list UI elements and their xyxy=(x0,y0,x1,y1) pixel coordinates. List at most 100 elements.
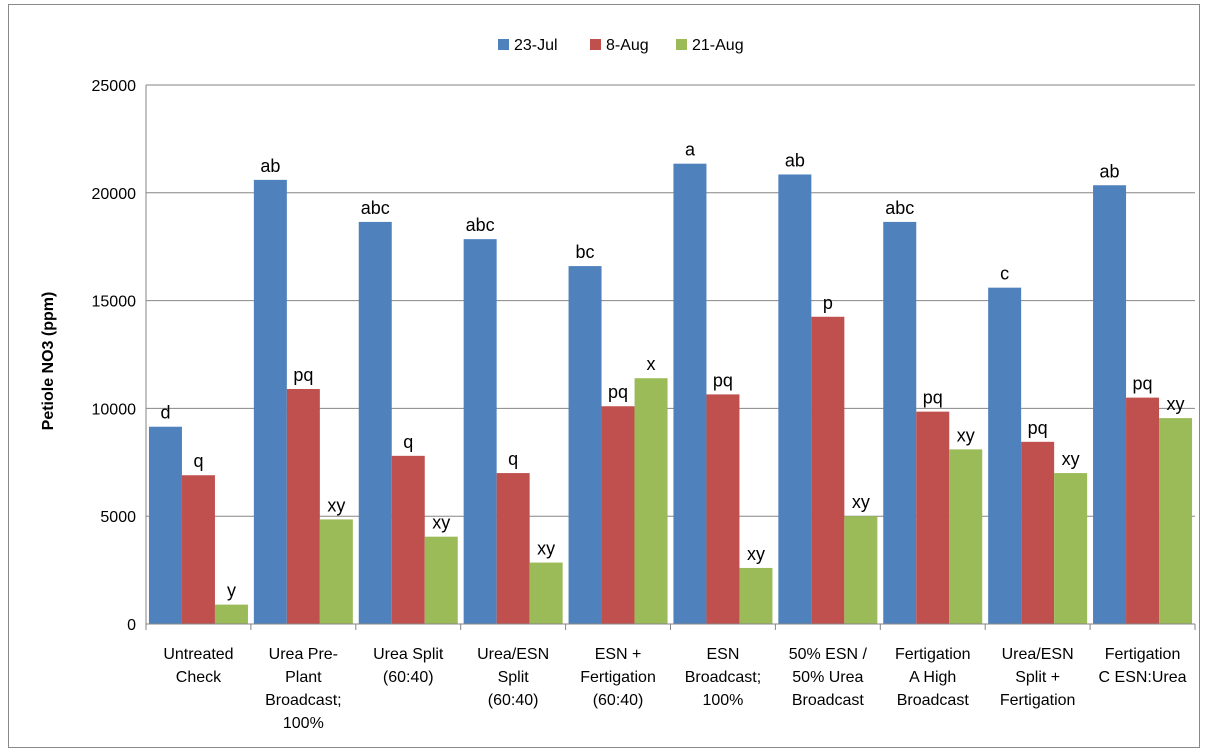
bars xyxy=(148,163,1193,625)
x-category-label: Plant xyxy=(285,669,322,686)
y-axis-title: Petiole NO3 (ppm) xyxy=(40,292,57,431)
bar-21-aug xyxy=(214,604,248,624)
data-label: pq xyxy=(1028,418,1048,438)
x-category-label: Urea Split xyxy=(373,646,444,663)
bar-23-jul xyxy=(463,239,497,625)
x-category-label: ESN xyxy=(706,646,739,663)
bar-8-aug xyxy=(181,475,215,624)
bar-21-aug xyxy=(424,536,458,624)
y-tick-label: 25000 xyxy=(92,78,137,95)
data-label: d xyxy=(160,403,170,423)
data-label: pq xyxy=(293,365,313,385)
x-category-label: Split + xyxy=(1015,669,1060,686)
chart-area: d q y ab pq xy abc q xy abc q xy bc pq x a pq xy ab p xy abc p… xyxy=(8,4,1200,748)
bar-23-jul xyxy=(988,287,1022,624)
bar-8-aug xyxy=(811,316,845,624)
x-category-label: (60:40) xyxy=(488,692,539,709)
x-category-label: Urea/ESN xyxy=(477,646,549,663)
data-label: abc xyxy=(361,198,390,218)
x-category-label: Fertigation xyxy=(580,669,656,686)
legend-label: 8-Aug xyxy=(606,37,649,54)
bar-8-aug xyxy=(1126,397,1160,624)
bar-23-jul xyxy=(883,221,917,624)
bar-8-aug xyxy=(916,411,950,624)
data-label: p xyxy=(823,293,833,313)
data-label: y xyxy=(227,581,236,601)
x-category-label: ESN + xyxy=(595,646,642,663)
bar-8-aug xyxy=(601,406,635,624)
data-label: a xyxy=(685,140,696,160)
data-label: q xyxy=(403,432,413,452)
x-category-label: Urea Pre- xyxy=(269,646,338,663)
bar-21-aug xyxy=(844,516,878,624)
data-label: pq xyxy=(713,370,733,390)
bar-21-aug xyxy=(1159,418,1193,624)
x-category-label: Fertigation xyxy=(1105,646,1181,663)
y-tick-label: 20000 xyxy=(92,186,137,203)
bar-8-aug xyxy=(391,455,425,624)
x-category-label: Broadcast; xyxy=(685,669,761,686)
x-category-label: 100% xyxy=(283,715,324,732)
data-label: xy xyxy=(537,539,555,559)
bar-8-aug xyxy=(286,388,320,624)
data-label: ab xyxy=(1100,161,1120,181)
bar-23-jul xyxy=(673,163,707,624)
x-category-label: Broadcast; xyxy=(265,692,341,709)
bar-chart: dqyabpqxyabcqxyabcqxybcpqxapqxyabpxyabcp… xyxy=(40,37,1196,732)
x-category-label: 50% ESN / xyxy=(789,646,868,663)
data-label: xy xyxy=(327,495,345,515)
data-label: q xyxy=(193,451,203,471)
x-category-label: A High xyxy=(909,669,956,686)
data-label: xy xyxy=(1167,394,1185,414)
legend: 23-Jul 8-Aug 21-Aug xyxy=(498,37,744,54)
data-label: bc xyxy=(576,242,595,262)
data-label: abc xyxy=(885,198,914,218)
bar-23-jul xyxy=(568,266,602,624)
x-category-label: Check xyxy=(176,669,222,686)
legend-swatch xyxy=(676,39,687,50)
x-category-label: Broadcast xyxy=(897,692,970,709)
data-label: x xyxy=(647,354,656,374)
legend-swatch xyxy=(590,39,601,50)
x-category-label: 100% xyxy=(702,692,743,709)
bar-21-aug xyxy=(1054,473,1088,624)
y-tick-label: 5000 xyxy=(100,509,136,526)
data-labels: dqyabpqxyabcqxyabcqxybcpqxapqxyabpxyabcp… xyxy=(160,140,1184,601)
axes: 0 5000 10000 15000 20000 25000 Untreated Check U… xyxy=(92,78,1196,732)
bar-21-aug xyxy=(739,567,773,624)
y-tick-label: 15000 xyxy=(92,294,137,311)
x-category-label: Fertigation xyxy=(895,646,971,663)
bar-23-jul xyxy=(358,221,392,624)
x-category-label: Fertigation xyxy=(1000,692,1076,709)
y-tick-label: 10000 xyxy=(92,401,137,418)
data-label: abc xyxy=(466,215,495,235)
x-category-label: Split xyxy=(498,669,530,686)
x-category-label: (60:40) xyxy=(593,692,644,709)
x-category-label: Untreated xyxy=(163,646,233,663)
x-category-label: C ESN:Urea xyxy=(1099,669,1187,686)
bar-23-jul xyxy=(253,179,287,624)
data-label: pq xyxy=(1133,374,1153,394)
data-label: ab xyxy=(785,150,805,170)
y-tick-label: 0 xyxy=(127,617,136,634)
legend-label: 23-Jul xyxy=(514,37,558,54)
data-label: xy xyxy=(957,425,975,445)
bar-8-aug xyxy=(496,473,530,624)
bar-21-aug xyxy=(949,449,983,624)
data-label: q xyxy=(508,449,518,469)
data-label: ab xyxy=(260,156,280,176)
data-label: xy xyxy=(852,492,870,512)
bar-23-jul xyxy=(1093,185,1127,624)
legend-label: 21-Aug xyxy=(692,37,744,54)
data-label: xy xyxy=(747,544,765,564)
bar-23-jul xyxy=(778,174,812,624)
data-label: xy xyxy=(1062,449,1080,469)
x-category-label: (60:40) xyxy=(383,669,434,686)
x-category-label: 50% Urea xyxy=(792,669,863,686)
x-category-label: Urea/ESN xyxy=(1002,646,1074,663)
legend-swatch xyxy=(498,39,509,50)
bar-23-jul xyxy=(148,426,182,624)
data-label: pq xyxy=(923,388,943,408)
bar-21-aug xyxy=(319,519,353,624)
data-label: c xyxy=(1000,264,1009,284)
